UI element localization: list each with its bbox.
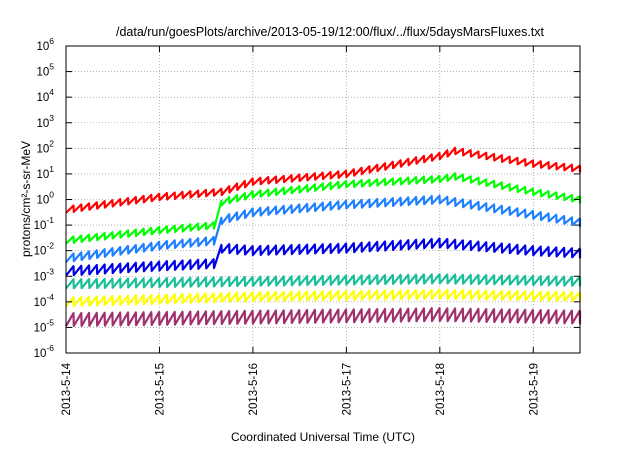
chart-title: /data/run/goesPlots/archive/2013-05-19/1…	[116, 25, 545, 39]
y-tick-labels: 10-6 10-5 10-4 10-3 10-2 10-1 100 101 102 103 104 1…	[34, 36, 55, 360]
y-tick-label: 10-1	[34, 215, 55, 232]
y-axis-label: protons/cm²-s-sr-MeV	[19, 141, 33, 257]
x-tick-label: 2013-5-14	[61, 362, 73, 415]
y-tick-label: 100	[36, 190, 54, 207]
x-tick-label: 2013-5-16	[248, 363, 260, 415]
x-tick-label: 2013-5-17	[341, 363, 353, 415]
x-tick-label: 2013-5-15	[154, 363, 166, 415]
axes-ticks	[65, 45, 580, 354]
y-tick-label: 10-2	[34, 241, 55, 258]
x-tick-label: 2013-5-19	[528, 363, 540, 415]
series-line-3	[65, 194, 582, 263]
y-tick-label: 103	[36, 113, 54, 130]
y-tick-label: 105	[36, 62, 54, 79]
series-line-2	[65, 172, 582, 245]
y-tick-label: 10-6	[34, 343, 55, 360]
x-axis-label: Coordinated Universal Time (UTC)	[231, 430, 415, 444]
y-tick-label: 104	[36, 87, 54, 104]
series-line-7	[65, 307, 582, 328]
x-tick-labels: 2013-5-14 2013-5-15 2013-5-16 2013-5-17 2013…	[61, 362, 540, 415]
y-tick-label: 10-4	[34, 292, 55, 309]
y-tick-label: 101	[36, 164, 54, 181]
series-lines	[65, 146, 582, 328]
y-tick-label: 102	[36, 138, 54, 155]
y-tick-label: 10-5	[34, 317, 55, 334]
y-tick-label: 106	[36, 36, 54, 53]
series-line-5	[65, 273, 582, 290]
series-line-4	[65, 237, 582, 277]
series-line-6	[65, 288, 582, 308]
x-tick-label: 2013-5-18	[435, 363, 447, 415]
series-line-1	[65, 146, 582, 214]
y-tick-label: 10-3	[34, 266, 55, 283]
